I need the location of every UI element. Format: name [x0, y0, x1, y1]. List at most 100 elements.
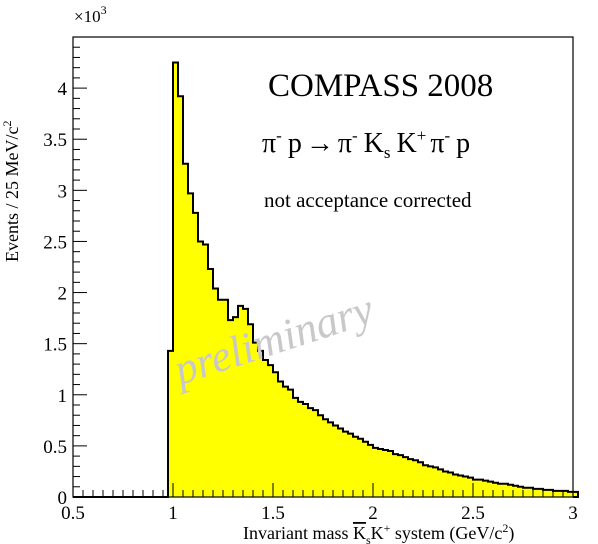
y-axis: 0 0.5 1 1.5 2 2.5 3 3.5 4 — [43, 36, 87, 509]
histogram-bin — [313, 410, 318, 497]
reaction-pi-1-charge: - — [276, 126, 282, 145]
y-tick-label: 2.5 — [43, 232, 67, 253]
histogram-bin — [283, 386, 288, 497]
histogram-bin — [523, 487, 528, 497]
histogram-bin — [218, 299, 223, 497]
histogram-bin — [458, 475, 463, 497]
x-label-post: system (GeV/c — [390, 523, 502, 544]
y-tick-label: 3 — [58, 181, 68, 202]
histogram-bin — [493, 482, 498, 497]
y-axis-label-text: Events / 25 MeV/c — [2, 127, 22, 262]
histogram-bin — [478, 479, 483, 497]
reaction-equation: π-p → π- Ks K+ π-p — [262, 126, 470, 162]
x-label-k-sup: + — [384, 521, 391, 535]
x-label-k: K — [371, 523, 384, 543]
histogram-bin — [323, 419, 328, 497]
x-tick-label: 1.5 — [261, 503, 285, 524]
histogram-bin — [363, 441, 368, 497]
histogram-bin — [318, 415, 323, 497]
histogram-bin — [398, 455, 403, 497]
histogram-bin — [243, 308, 248, 497]
acceptance-note: not acceptance corrected — [264, 188, 472, 212]
histogram-bin — [548, 489, 553, 497]
histogram-bin — [543, 489, 548, 497]
x-axis: 0.5 1 1.5 2 2.5 3 — [61, 483, 578, 524]
y-tick-label: 0.5 — [43, 437, 67, 458]
y-multiplier-exp: 3 — [101, 3, 107, 17]
x-tick-label: 0.5 — [61, 503, 85, 524]
reaction-proton-1: p — [288, 128, 302, 159]
histogram-bin — [223, 299, 228, 497]
histogram-bin — [473, 479, 478, 497]
histogram-bin — [568, 491, 573, 497]
y-tick-label: 3.5 — [43, 130, 67, 151]
histogram-bin — [448, 472, 453, 497]
reaction-kplus-charge: + — [417, 126, 427, 145]
histogram-bin — [328, 422, 333, 497]
histogram-bin — [438, 469, 443, 497]
histogram-bin — [468, 477, 473, 497]
y-tick-label: 0 — [58, 488, 68, 509]
reaction-pi-3: π — [430, 128, 444, 159]
histogram-bin — [273, 372, 278, 497]
histogram-bin — [258, 350, 263, 497]
histogram-bin — [553, 490, 558, 497]
histogram-bin — [253, 342, 258, 497]
histogram-bin — [348, 433, 353, 497]
y-tick-label: 1 — [58, 386, 68, 407]
histogram-bin — [288, 389, 293, 497]
histogram-bin — [333, 425, 338, 497]
histogram-bin — [248, 324, 253, 497]
histogram-bin — [453, 474, 458, 497]
x-label-close: ) — [508, 523, 514, 544]
plot-area — [72, 36, 579, 498]
y-multiplier-base: ×10 — [74, 7, 101, 26]
x-label-kbar-sub: s — [366, 533, 371, 544]
histogram-bin — [203, 244, 208, 497]
histogram-bin — [518, 486, 523, 497]
histogram-bin — [403, 457, 408, 497]
histogram-bin — [338, 428, 343, 497]
reaction-ks: K — [364, 128, 384, 159]
histogram-bin — [183, 163, 188, 497]
y-axis-label: Events / 25 MeV/c2 — [0, 121, 22, 262]
x-tick-label: 2.5 — [461, 503, 485, 524]
histogram-bin — [418, 462, 423, 497]
histogram-bin — [428, 466, 433, 497]
y-tick-label: 4 — [58, 79, 68, 100]
reaction-ks-sub: s — [384, 143, 391, 162]
x-axis-label: Invariant mass KsK+ system (GeV/c2) — [243, 521, 514, 544]
histogram-bin — [368, 444, 373, 497]
histogram-bin — [498, 483, 503, 497]
histogram-bin — [413, 460, 418, 497]
histogram-bin — [228, 320, 233, 497]
histogram-bin — [373, 447, 378, 497]
histogram-bin — [308, 408, 313, 497]
histogram-bin — [513, 485, 518, 497]
y-multiplier: ×103 — [74, 3, 107, 26]
x-label-post-sup: 2 — [502, 521, 508, 535]
histogram-bin — [388, 451, 393, 497]
histogram-bin — [503, 483, 508, 497]
histogram-bin — [488, 481, 493, 497]
histogram-bin — [463, 476, 468, 497]
histogram-bin — [298, 401, 303, 497]
histogram-bin — [173, 62, 178, 498]
reaction-proton-2: p — [456, 128, 470, 159]
histogram-bin — [533, 488, 538, 497]
histogram-bin — [508, 484, 513, 497]
histogram-bin — [538, 488, 543, 497]
histogram-bin — [358, 438, 363, 497]
reaction-pi-3-charge: - — [444, 126, 450, 145]
x-tick-label: 1 — [168, 503, 178, 524]
histogram-bin — [483, 480, 488, 497]
histogram-bin — [343, 431, 348, 497]
y-tick-label: 1.5 — [43, 335, 67, 356]
histogram-bin — [393, 454, 398, 497]
y-tick-label: 2 — [58, 284, 68, 305]
reaction-pi-2-charge: - — [352, 126, 358, 145]
histogram-bin — [383, 449, 388, 497]
x-label-pre: Invariant mass — [243, 523, 353, 543]
histogram-bin — [263, 360, 268, 497]
histogram-bin — [233, 317, 238, 497]
